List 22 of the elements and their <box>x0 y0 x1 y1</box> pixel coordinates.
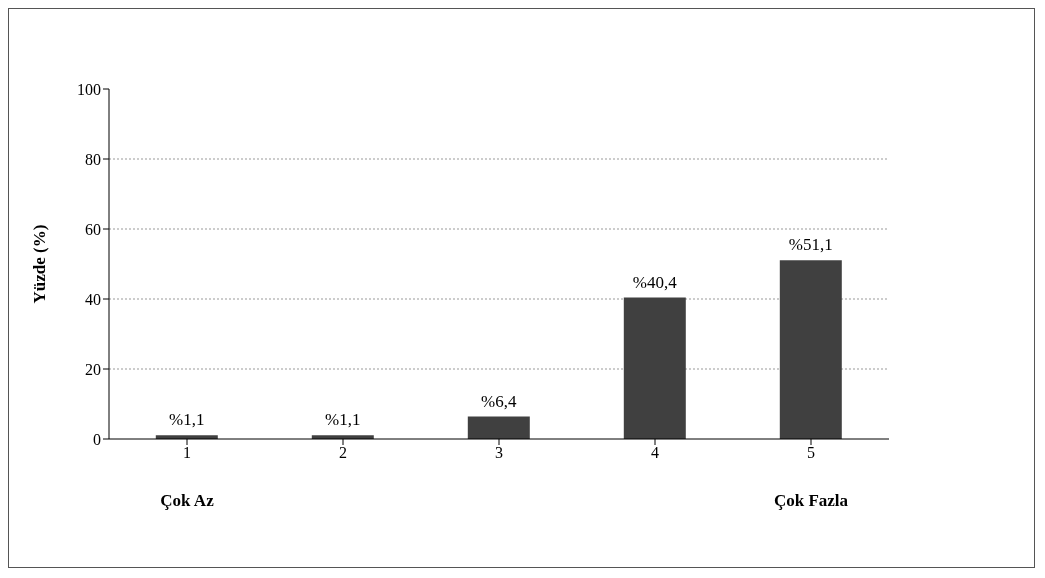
bar <box>623 297 686 439</box>
y-tick-label: 0 <box>93 430 101 448</box>
y-tick-label: 20 <box>85 360 101 378</box>
data-label: %40,4 <box>632 272 678 292</box>
data-label: %51,1 <box>788 235 833 255</box>
bar <box>467 416 530 439</box>
y-tick-label: 40 <box>85 290 101 308</box>
data-label: %6,4 <box>481 391 517 411</box>
x-tick-label: 1 <box>183 444 191 462</box>
data-label: %1,1 <box>169 410 205 430</box>
x-tick-label: 4 <box>651 444 659 462</box>
text: Çok Az <box>159 491 215 511</box>
x-tick-label: 3 <box>495 444 503 462</box>
text: Çok Fazla <box>772 491 850 511</box>
data-label: %1,1 <box>325 410 361 430</box>
y-tick-label: 60 <box>85 220 101 238</box>
x-tick-label: 5 <box>807 444 815 462</box>
bar <box>779 260 842 439</box>
y-tick-label: 100 <box>77 80 101 98</box>
y-tick-label: 80 <box>85 150 101 168</box>
x-tick-label: 2 <box>339 444 347 462</box>
y-axis-title: Yüzde (%) <box>30 224 50 304</box>
